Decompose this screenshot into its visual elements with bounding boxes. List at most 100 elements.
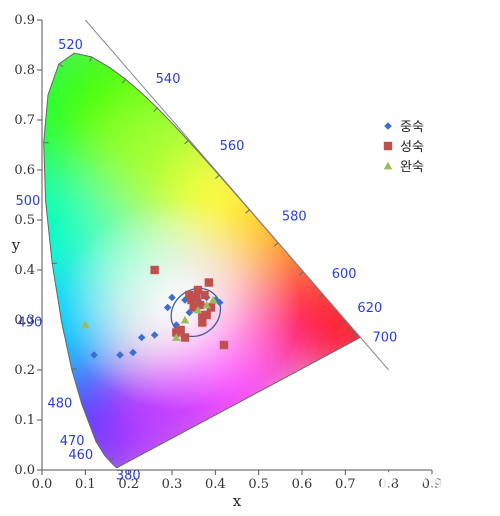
data-point-triangle <box>208 295 218 304</box>
locus-tick <box>109 457 114 462</box>
data-point-square <box>200 290 209 300</box>
data-point-square <box>189 303 198 312</box>
data-point-square <box>206 303 216 312</box>
legend-label: 완숙 <box>400 160 424 175</box>
x-tick-label: 0.3 <box>162 477 183 492</box>
data-point-square <box>198 310 207 320</box>
locus-tick <box>245 209 250 214</box>
locus-tick-marks <box>43 56 358 462</box>
wavelength-label-600: 600 <box>332 267 357 282</box>
x-tick-label: 0.8 <box>378 477 399 492</box>
wavelength-label-480: 480 <box>47 397 72 412</box>
data-point-square <box>172 328 181 337</box>
axes: 0.0 0.1 0.2 0.3 0.4 0.5 0.6 0.7 0.8 0.9 0.0 0.1 0.2… <box>11 13 443 510</box>
locus-tick <box>52 262 58 265</box>
data-point-square <box>198 318 207 327</box>
locus-tick <box>71 367 77 371</box>
data-point-triangle <box>180 315 190 324</box>
legend-marker-triangle <box>383 161 393 170</box>
legend-marker-diamond <box>384 122 392 130</box>
wavelength-label-580: 580 <box>282 210 307 225</box>
data-point-diamond <box>168 293 176 302</box>
data-point-triangle <box>193 305 203 314</box>
legend-label: 성숙 <box>400 140 424 155</box>
data-point-square <box>176 325 185 335</box>
data-point-triangle <box>172 333 181 341</box>
data-point-square <box>202 310 211 320</box>
y-tick-label: 0.2 <box>14 363 35 378</box>
spectral-color-fill <box>43 53 361 468</box>
legend-label: 중숙 <box>400 120 424 135</box>
data-point-diamond <box>172 321 181 329</box>
wavelength-label-470: 470 <box>60 434 85 449</box>
locus-tick <box>215 174 220 179</box>
data-point-diamond <box>185 308 194 317</box>
data-point-diamond <box>90 351 98 359</box>
y-tick-label: 0.9 <box>14 13 35 28</box>
y-tick-label: 0.5 <box>14 213 35 228</box>
x-axis-ticks: 0.0 0.1 0.2 0.3 0.4 0.5 0.6 0.7 0.8 0.9 <box>32 470 443 492</box>
wavelength-label-380: 380 <box>116 469 141 484</box>
wavelength-label-560: 560 <box>220 139 245 154</box>
data-point-diamond <box>215 298 224 307</box>
locus-tick <box>58 63 64 68</box>
x-tick-label: 0.9 <box>422 477 443 492</box>
wavelength-label-540: 540 <box>156 72 181 87</box>
locus-tick <box>89 56 92 62</box>
x-tick-label: 0.5 <box>248 477 269 492</box>
wavelength-label-620: 620 <box>357 301 382 316</box>
y-axis-ticks: 0.0 0.1 0.2 0.3 0.4 0.5 0.6 0.7 0.8 0.9 <box>14 13 42 478</box>
locus-tick <box>347 326 352 331</box>
data-point-diamond <box>150 331 159 339</box>
locus-tick <box>353 333 358 338</box>
data-point-diamond <box>116 351 124 359</box>
diagonal-reference-line <box>84 19 390 371</box>
legend-marker-square <box>383 141 393 151</box>
data-points <box>81 265 229 359</box>
x-tick-label: 0.2 <box>118 477 139 492</box>
locus-tick <box>318 293 324 298</box>
locus-tick <box>95 438 101 442</box>
wavelength-label-490: 490 <box>18 316 43 331</box>
wavelength-label-700: 700 <box>373 331 398 346</box>
y-tick-label: 0.1 <box>14 413 35 428</box>
x-axis-label: x <box>233 492 242 510</box>
data-point-square <box>195 300 205 310</box>
y-tick-label: 0.8 <box>14 63 35 78</box>
y-axis-label: y <box>11 236 21 254</box>
data-point-square <box>191 293 201 302</box>
locus-tick <box>351 331 356 336</box>
locus-tick <box>341 319 346 325</box>
locus-tick <box>332 309 338 314</box>
x-tick-label: 0.0 <box>32 477 53 492</box>
data-point-diamond <box>137 333 146 342</box>
data-point-square <box>150 265 159 275</box>
y-tick-label: 0.0 <box>14 463 35 478</box>
locus-tick <box>153 107 158 112</box>
x-tick-label: 0.7 <box>335 477 356 492</box>
y-tick-label: 0.7 <box>14 113 35 128</box>
locus-tick <box>122 78 126 84</box>
watermark: NEWSIS <box>357 468 478 498</box>
locus-tick <box>184 140 189 145</box>
data-point-square <box>187 295 196 305</box>
y-tick-label: 0.3 <box>14 313 35 328</box>
data-point-square <box>180 333 190 342</box>
locus-tick <box>273 242 279 247</box>
data-point-square <box>193 285 203 295</box>
x-tick-label: 0.4 <box>205 477 226 492</box>
data-point-diamond <box>163 303 172 312</box>
data-point-square <box>185 290 194 300</box>
locus-tick <box>299 271 304 276</box>
wavelength-label-500: 500 <box>15 194 40 209</box>
wavelength-label-460: 460 <box>68 448 93 463</box>
x-tick-label: 0.6 <box>292 477 313 492</box>
data-point-square <box>219 340 229 350</box>
data-point-square <box>204 278 214 287</box>
y-tick-label: 0.6 <box>14 163 35 178</box>
x-tick-label: 0.1 <box>75 477 96 492</box>
